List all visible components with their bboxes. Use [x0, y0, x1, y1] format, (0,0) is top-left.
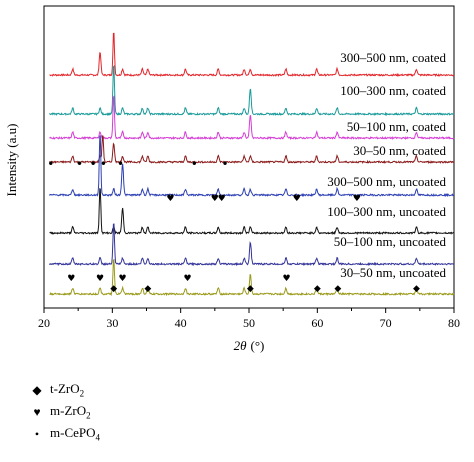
heart-marker: ♥	[211, 194, 219, 204]
series-label: 50–100 nm, coated	[347, 119, 447, 134]
legend-label: t-ZrO2	[50, 381, 84, 399]
series-line	[49, 65, 455, 117]
heart-marker: ♥	[183, 274, 191, 284]
heart-marker: ♥	[218, 194, 226, 204]
dot-marker: •	[117, 157, 124, 171]
legend: ◆ t-ZrO2 ♥ m-ZrO2 • m-CePO4	[28, 380, 228, 460]
x-tick-label: 40	[175, 316, 187, 330]
heart-marker: ♥	[353, 194, 361, 204]
dot-marker: •	[191, 157, 198, 171]
legend-label-text: m-ZrO	[50, 403, 87, 419]
dot-marker: •	[47, 157, 54, 171]
legend-label-text: m-CePO	[50, 425, 96, 441]
legend-item-m-cepo4: • m-CePO4	[28, 424, 100, 444]
series-label: 100–300 nm, coated	[340, 83, 446, 98]
x-tick-label: 80	[448, 316, 460, 330]
x-tick-label: 20	[38, 316, 50, 330]
y-axis-title: Intensity (a.u)	[4, 124, 19, 197]
series-line	[49, 223, 455, 267]
legend-label: m-ZrO2	[50, 403, 91, 421]
x-tick-layer: 20 30 40 50 60 70 80	[38, 308, 460, 330]
heart-marker: ♥	[119, 274, 127, 284]
dot-marker: •	[76, 157, 83, 171]
x-tick-label: 30	[106, 316, 118, 330]
heart-icon: ♥	[33, 405, 41, 419]
legend-label-text: t-ZrO	[50, 381, 80, 397]
heart-marker: ♥	[293, 194, 301, 204]
diamond-marker: ◆	[413, 284, 420, 294]
heart-marker: ♥	[96, 274, 104, 284]
legend-label-subscript: 2	[86, 410, 91, 421]
series-label: 30–50 nm, coated	[353, 143, 446, 158]
diamond-marker: ◆	[314, 284, 321, 294]
heart-marker: ♥	[67, 274, 75, 284]
x-axis-title: 2θ (°)	[234, 338, 265, 353]
dot-marker: •	[222, 157, 229, 171]
dot-icon: •	[34, 427, 40, 441]
legend-label-subscript: 4	[95, 432, 101, 443]
series-label: 50–100 nm, uncoated	[334, 234, 447, 249]
legend-label: m-CePO4	[50, 425, 100, 443]
dot-marker: •	[100, 157, 107, 171]
series-label: 300–500 nm, coated	[340, 50, 446, 65]
x-tick-label: 60	[311, 316, 323, 330]
series-line	[49, 32, 455, 78]
series-line	[49, 188, 455, 236]
x-axis-title-unit: (°)	[251, 338, 265, 353]
legend-item-t-zro2: ◆ t-ZrO2	[28, 380, 84, 400]
heart-marker: ♥	[166, 194, 174, 204]
diamond-marker: ◆	[110, 284, 117, 294]
legend-label-subscript: 2	[79, 388, 85, 399]
x-tick-label: 50	[243, 316, 255, 330]
series-layer	[49, 32, 455, 297]
series-line	[49, 135, 455, 165]
marker-layer: ◆ ◆ ◆ ◆ ◆ ◆♥ ♥ ♥ ♥ ♥♥ ♥♥ ♥ ♥• • • • • • •	[47, 157, 420, 294]
series-label: 30–50 nm, uncoated	[340, 265, 446, 280]
series-label: 100–300 nm, uncoated	[327, 204, 446, 219]
dot-marker: •	[90, 157, 97, 171]
x-tick-label: 70	[380, 316, 392, 330]
diamond-icon: ◆	[32, 383, 42, 397]
diamond-marker: ◆	[144, 284, 151, 294]
series-label-layer: 300–500 nm, coated 100–300 nm, coated 50–1…	[327, 50, 446, 280]
series-line	[49, 135, 455, 198]
series-line	[49, 258, 455, 297]
legend-item-m-zro2: ♥ m-ZrO2	[28, 402, 91, 422]
diamond-marker: ◆	[334, 284, 341, 294]
heart-marker: ♥	[283, 274, 291, 284]
x-axis-title-main: 2θ	[234, 338, 248, 353]
diamond-marker: ◆	[247, 284, 254, 294]
xrd-chart: 300–500 nm, coated 100–300 nm, coated 50–1…	[4, 5, 460, 353]
series-line	[49, 95, 455, 141]
series-label: 300–500 nm, uncoated	[327, 174, 446, 189]
